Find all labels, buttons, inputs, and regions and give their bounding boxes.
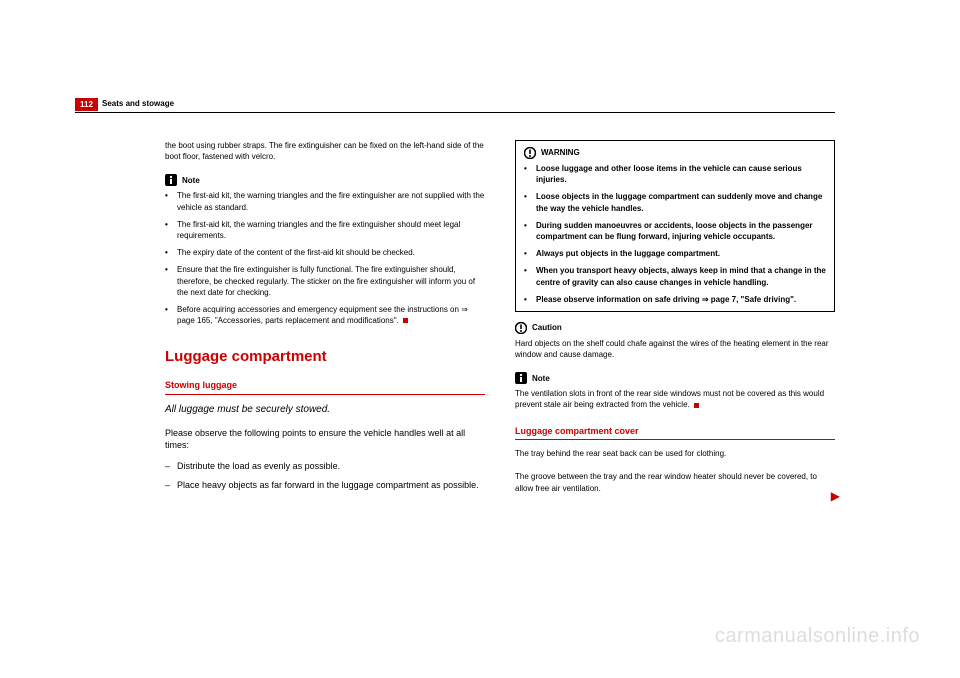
list-item: •During sudden manoeuvres or accidents, … [524, 220, 826, 242]
bullet-text: Ensure that the fire extinguisher is ful… [177, 264, 485, 298]
header-rule [75, 112, 835, 113]
cover-paragraph-1: The tray behind the rear seat back can b… [515, 448, 835, 459]
instruction-text: Please observe the following points to e… [165, 427, 485, 452]
cover-paragraph-2: The groove between the tray and the rear… [515, 471, 835, 493]
info-icon [515, 372, 527, 384]
intro-text: the boot using rubber straps. The fire e… [165, 140, 485, 162]
bullet-mark: • [165, 219, 177, 241]
subsection-title: Luggage compartment cover [515, 425, 835, 438]
bullet-mark: • [524, 294, 536, 305]
bullet-mark: • [165, 264, 177, 298]
note-text: The ventilation slots in front of the re… [515, 388, 835, 410]
bullet-text: Please observe information on safe drivi… [536, 294, 826, 305]
bullet-mark: • [524, 265, 536, 287]
list-item: •The first-aid kit, the warning triangle… [165, 190, 485, 212]
caution-heading: Caution [515, 322, 835, 334]
bullet-mark: • [524, 163, 536, 185]
list-item: •Before acquiring accessories and emerge… [165, 304, 485, 326]
dash-text: Distribute the load as evenly as possibl… [177, 460, 340, 473]
page-number-badge: 112 [75, 98, 98, 111]
warning-box: WARNING •Loose luggage and other loose i… [515, 140, 835, 312]
content-columns: the boot using rubber straps. The fire e… [165, 140, 835, 506]
italic-intro: All luggage must be securely stowed. [165, 403, 485, 417]
subsection-title: Stowing luggage [165, 379, 485, 392]
left-column: the boot using rubber straps. The fire e… [165, 140, 485, 506]
bullet-text: The expiry date of the content of the fi… [177, 247, 485, 258]
note-heading: Note [515, 372, 835, 384]
bullet-text: Loose objects in the luggage compartment… [536, 191, 826, 213]
bullet-text: Always put objects in the luggage compar… [536, 248, 826, 259]
bullet-text: Loose luggage and other loose items in t… [536, 163, 826, 185]
list-item: •The first-aid kit, the warning triangle… [165, 219, 485, 241]
watermark-text: carmanualsonline.info [715, 625, 920, 648]
list-item: –Distribute the load as evenly as possib… [165, 460, 485, 473]
list-item: •Please observe information on safe driv… [524, 294, 826, 305]
bullet-mark: • [165, 190, 177, 212]
list-item: •Ensure that the fire extinguisher is fu… [165, 264, 485, 298]
note-label: Note [532, 373, 550, 384]
continue-arrow-icon: ▶ [831, 489, 840, 503]
right-column: WARNING •Loose luggage and other loose i… [515, 140, 835, 506]
red-rule [515, 439, 835, 440]
red-rule [165, 394, 485, 395]
caution-text: Hard objects on the shelf could chafe ag… [515, 338, 835, 360]
warning-heading: WARNING [524, 147, 826, 159]
header-title: Seats and stowage [102, 99, 174, 108]
dash-mark: – [165, 479, 177, 492]
bullet-text: The first-aid kit, the warning triangles… [177, 190, 485, 212]
dash-mark: – [165, 460, 177, 473]
bullet-mark: • [524, 191, 536, 213]
list-item: •Loose objects in the luggage compartmen… [524, 191, 826, 213]
dash-text: Place heavy objects as far forward in th… [177, 479, 479, 492]
warning-icon [524, 147, 536, 159]
bullet-mark: • [165, 247, 177, 258]
info-icon [165, 174, 177, 186]
caution-label: Caution [532, 322, 562, 333]
bullet-text: During sudden manoeuvres or accidents, l… [536, 220, 826, 242]
bullet-text: The first-aid kit, the warning triangles… [177, 219, 485, 241]
caution-icon [515, 322, 527, 334]
end-square-icon [403, 318, 408, 323]
bullet-mark: • [165, 304, 177, 326]
end-square-icon [694, 403, 699, 408]
list-item: –Place heavy objects as far forward in t… [165, 479, 485, 492]
warning-label: WARNING [541, 147, 580, 158]
list-item: •Always put objects in the luggage compa… [524, 248, 826, 259]
note-label: Note [182, 175, 200, 186]
bullet-mark: • [524, 220, 536, 242]
bullet-text: Before acquiring accessories and emergen… [177, 304, 485, 326]
list-item: •The expiry date of the content of the f… [165, 247, 485, 258]
section-title: Luggage compartment [165, 346, 485, 367]
list-item: •When you transport heavy objects, alway… [524, 265, 826, 287]
bullet-mark: • [524, 248, 536, 259]
note-heading: Note [165, 174, 485, 186]
list-item: •Loose luggage and other loose items in … [524, 163, 826, 185]
bullet-text: When you transport heavy objects, always… [536, 265, 826, 287]
